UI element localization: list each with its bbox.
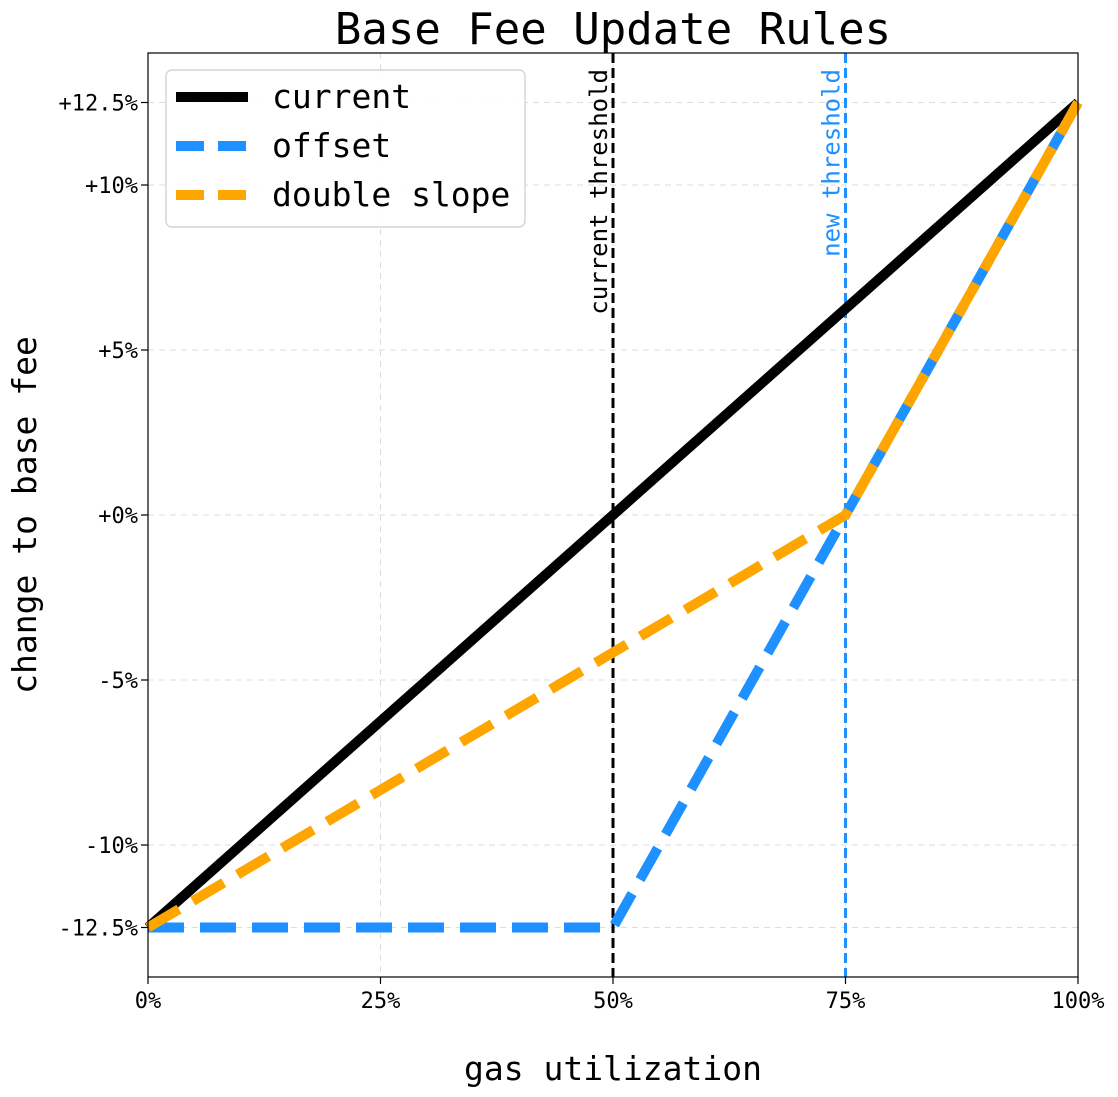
x-tick-label: 100%	[1052, 989, 1105, 1014]
threshold-annotations: current threshold new threshold	[585, 53, 847, 977]
series-line-current	[144, 98, 1082, 932]
legend-label: double slope	[272, 175, 510, 214]
x-axis-ticks: 0% 25% 50% 75% 100%	[135, 977, 1105, 1014]
threshold-label: current threshold	[585, 69, 613, 315]
y-axis-label: change to base fee	[5, 336, 44, 694]
x-tick-label: 75%	[826, 989, 866, 1014]
legend: current offset double slope	[165, 69, 526, 228]
x-tick-label: 0%	[135, 989, 162, 1014]
y-tick-label: +12.5%	[59, 92, 138, 117]
x-tick-label: 25%	[361, 989, 401, 1014]
y-tick-label: +10%	[85, 174, 138, 199]
chart-title: Base Fee Update Rules	[335, 4, 891, 55]
y-tick-label: -5%	[98, 669, 138, 694]
legend-label: current	[272, 77, 411, 116]
y-tick-label: +5%	[98, 339, 138, 364]
threshold-label: new threshold	[818, 69, 846, 257]
y-tick-label: -10%	[85, 834, 138, 859]
series-line-double-slope	[145, 100, 1083, 932]
y-axis-ticks: -12.5% -10% -5% +0% +5% +10% +12.5%	[59, 92, 148, 942]
y-tick-label: +0%	[98, 504, 138, 529]
x-axis-label: gas utilization	[464, 1049, 762, 1088]
legend-box	[165, 69, 526, 228]
series-lines	[144, 98, 1083, 933]
x-tick-label: 50%	[593, 989, 633, 1014]
legend-label: offset	[272, 126, 391, 165]
y-tick-label: -12.5%	[59, 917, 138, 942]
